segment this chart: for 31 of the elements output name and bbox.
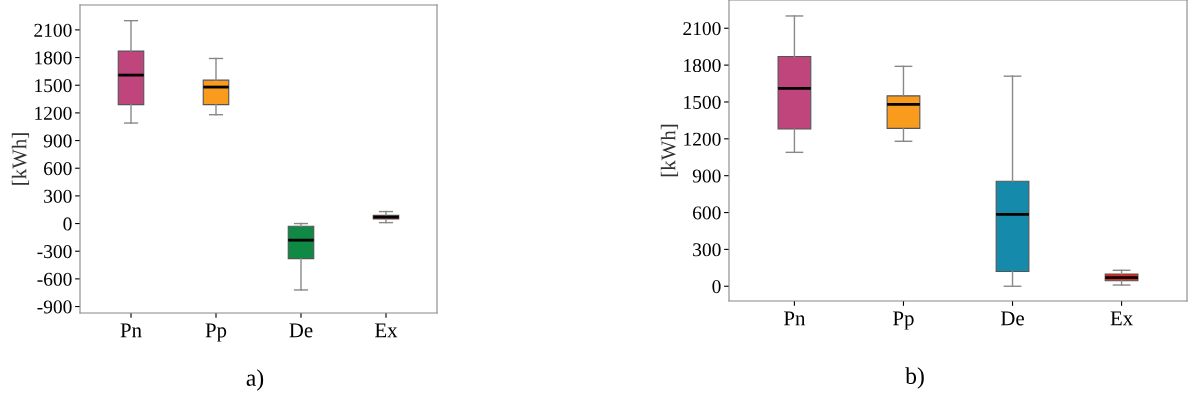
y-tick-label: 2100 (683, 22, 721, 36)
x-tick-label: Pn (120, 323, 142, 338)
y-tick-label: 1200 (35, 106, 72, 120)
y-tick-label: -300 (37, 245, 72, 259)
y-tick-label: -900 (37, 300, 72, 314)
y-tick-label: 0 (63, 217, 72, 231)
y-tick-label: 900 (43, 134, 72, 148)
y-tick-label: 1200 (684, 132, 721, 146)
x-tick-label: Pp (205, 323, 227, 342)
y-tick-label: 0 (712, 280, 721, 294)
x-tick-label: De (1000, 311, 1024, 326)
y-tick-label: 2100 (34, 23, 72, 37)
y-tick-label: 300 (693, 243, 721, 257)
y-tick-label: 1500 (35, 79, 72, 93)
x-tick-label: Ex (375, 323, 398, 338)
x-tick-label: Pn (784, 311, 806, 326)
x-tick-label: De (289, 323, 313, 338)
y-tick-label: 600 (693, 206, 721, 220)
x-tick-label: Ex (1110, 311, 1133, 326)
y-tick-label: -600 (37, 272, 72, 286)
x-tick-label: Pp (893, 311, 914, 330)
y-tick-label: 600 (44, 162, 72, 176)
y-tick-label: 1800 (684, 58, 721, 73)
y-tick-label: 900 (692, 169, 721, 183)
text: a) (246, 369, 264, 391)
text: b) (905, 367, 924, 389)
y-tick-label: 1800 (35, 51, 72, 65)
y-axis-title: [kWh] (11, 133, 30, 185)
y-tick-label: 1500 (684, 95, 721, 109)
y-tick-label: 300 (44, 189, 72, 203)
y-axis-title: [kWh] (660, 124, 679, 177)
